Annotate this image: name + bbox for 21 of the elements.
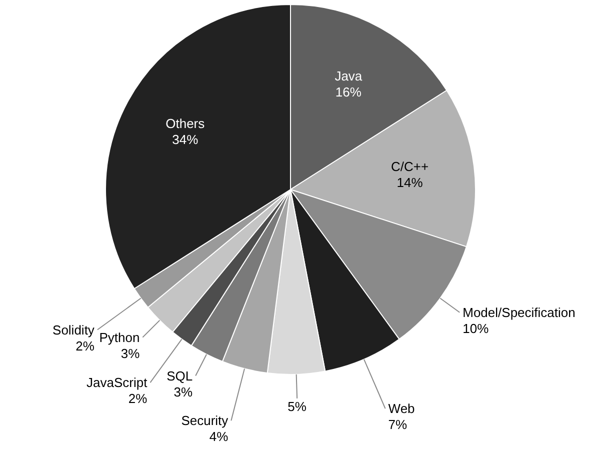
slice-label: SQL [166, 368, 193, 384]
slice-label: Web [388, 401, 415, 416]
data-label: 5% [288, 398, 307, 414]
data-label: 10% [462, 320, 490, 336]
slice-label: JavaScript [86, 375, 148, 390]
data-label: 3% [174, 384, 194, 400]
slice-label: Model/Specification [462, 304, 576, 320]
slice-label: Security [181, 413, 229, 428]
data-label: 16% [335, 84, 362, 100]
data-label: 2% [128, 391, 148, 406]
data-label: 34% [172, 132, 199, 148]
slice-label: Others [166, 116, 206, 132]
data-label: 3% [120, 346, 140, 361]
data-label: 7% [388, 417, 408, 432]
slice-label: Java [334, 68, 363, 84]
slice-label: C/C++ [391, 158, 429, 174]
data-label: 4% [209, 429, 229, 444]
data-label: 14% [396, 174, 424, 190]
data-label: 2% [76, 338, 95, 354]
slice-label: Python [99, 330, 140, 345]
slice-label: Solidity [52, 322, 95, 338]
